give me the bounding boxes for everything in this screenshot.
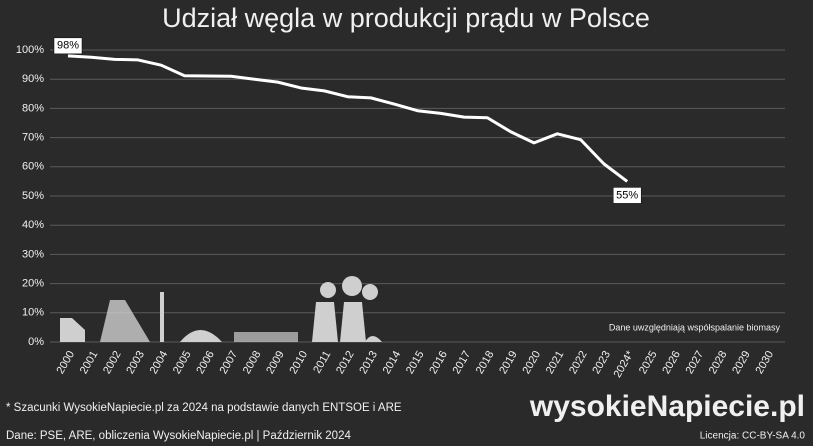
- y-tick-label: 90%: [22, 73, 44, 85]
- y-tick-label: 70%: [22, 132, 44, 144]
- value-label-box: [53, 37, 83, 55]
- y-tick-label: 100%: [16, 44, 44, 56]
- source: Dane: PSE, ARE, obliczenia WysokieNapiec…: [6, 430, 351, 442]
- annotation: Dane uwzględniają współspalanie biomasy: [609, 322, 781, 332]
- license: Licencja: CC-BY-SA 4.0: [700, 431, 806, 442]
- y-tick-label: 80%: [22, 102, 44, 114]
- footnote: * Szacunki WysokieNapiecie.pl za 2024 na…: [6, 402, 402, 414]
- y-tick-label: 50%: [22, 190, 44, 202]
- value-label: 98%: [57, 40, 79, 52]
- data-line: [67, 54, 629, 183]
- chart-title: Udział węgla w produkcji prądu w Polsce: [162, 3, 650, 33]
- value-label-box: [612, 187, 642, 204]
- y-tick-label: 60%: [22, 161, 44, 173]
- y-tick-label: 10%: [22, 307, 44, 319]
- y-tick-label: 40%: [22, 219, 44, 231]
- brand: wysokieNapiecie.pl: [529, 390, 805, 423]
- value-label: 55%: [616, 189, 638, 201]
- y-tick-label: 0%: [28, 336, 44, 348]
- y-tick-label: 20%: [22, 278, 44, 290]
- illustration: [60, 276, 382, 342]
- y-tick-label: 30%: [22, 248, 44, 260]
